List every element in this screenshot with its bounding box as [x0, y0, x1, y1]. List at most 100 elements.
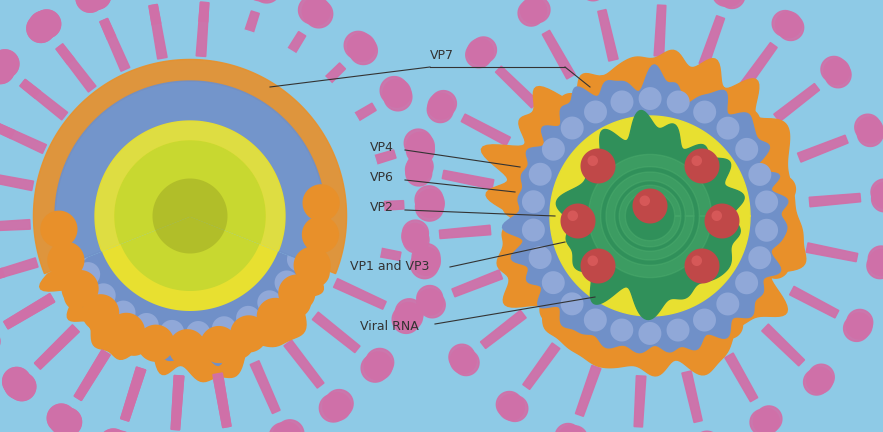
Polygon shape [366, 349, 394, 376]
Polygon shape [778, 15, 804, 41]
Polygon shape [808, 364, 834, 390]
Polygon shape [639, 196, 650, 206]
Polygon shape [171, 375, 184, 430]
Text: VP4: VP4 [370, 140, 394, 153]
Polygon shape [755, 219, 778, 242]
Polygon shape [495, 66, 539, 108]
Polygon shape [200, 326, 238, 363]
Polygon shape [0, 52, 16, 80]
Polygon shape [461, 114, 510, 146]
Polygon shape [250, 0, 277, 1]
Polygon shape [0, 50, 19, 78]
Polygon shape [428, 93, 454, 119]
Polygon shape [770, 213, 798, 241]
Polygon shape [587, 156, 598, 166]
Polygon shape [69, 160, 93, 185]
Polygon shape [733, 108, 760, 136]
Polygon shape [26, 14, 55, 42]
Polygon shape [245, 0, 274, 1]
Polygon shape [504, 229, 532, 257]
Polygon shape [348, 33, 375, 61]
Polygon shape [402, 224, 427, 250]
Polygon shape [522, 219, 545, 241]
Polygon shape [196, 2, 209, 57]
Polygon shape [561, 117, 584, 140]
Polygon shape [0, 56, 14, 83]
Polygon shape [20, 79, 68, 120]
Polygon shape [134, 313, 159, 337]
Polygon shape [121, 367, 146, 421]
Polygon shape [496, 391, 523, 417]
Polygon shape [287, 247, 312, 272]
Polygon shape [654, 5, 666, 56]
Polygon shape [846, 313, 872, 339]
Polygon shape [521, 0, 547, 24]
Polygon shape [196, 88, 220, 112]
Polygon shape [568, 210, 578, 221]
Polygon shape [756, 406, 782, 432]
Polygon shape [467, 39, 494, 65]
Polygon shape [20, 79, 68, 120]
Polygon shape [416, 189, 444, 217]
Polygon shape [430, 91, 457, 117]
Polygon shape [4, 371, 33, 399]
Polygon shape [415, 186, 443, 214]
Polygon shape [361, 354, 389, 382]
Polygon shape [465, 42, 492, 68]
Polygon shape [169, 329, 206, 366]
Polygon shape [634, 376, 645, 427]
Polygon shape [719, 0, 745, 9]
Text: VP7: VP7 [430, 49, 454, 62]
Polygon shape [667, 91, 690, 114]
Polygon shape [740, 42, 777, 89]
Polygon shape [41, 210, 78, 248]
Polygon shape [855, 114, 880, 140]
Polygon shape [396, 299, 423, 327]
Polygon shape [392, 305, 420, 334]
Polygon shape [682, 329, 709, 357]
Polygon shape [61, 212, 85, 236]
Polygon shape [0, 22, 384, 287]
Polygon shape [55, 81, 325, 266]
Polygon shape [584, 101, 607, 124]
Polygon shape [691, 156, 702, 166]
Polygon shape [762, 251, 789, 279]
Polygon shape [869, 250, 883, 276]
Polygon shape [416, 193, 443, 221]
Polygon shape [867, 253, 883, 279]
Polygon shape [542, 271, 565, 294]
Polygon shape [64, 280, 94, 311]
Polygon shape [269, 423, 298, 432]
Polygon shape [0, 219, 30, 232]
Polygon shape [95, 121, 285, 251]
Polygon shape [598, 10, 618, 61]
Polygon shape [54, 408, 81, 432]
Polygon shape [576, 365, 601, 416]
Polygon shape [748, 246, 771, 269]
Polygon shape [82, 294, 119, 331]
Polygon shape [213, 373, 231, 428]
Polygon shape [56, 44, 96, 92]
Polygon shape [809, 194, 861, 207]
Polygon shape [264, 124, 289, 149]
Polygon shape [499, 394, 525, 420]
Polygon shape [275, 270, 298, 295]
Polygon shape [294, 222, 318, 246]
Polygon shape [301, 63, 345, 107]
Polygon shape [411, 251, 439, 279]
Polygon shape [762, 324, 804, 366]
Polygon shape [83, 0, 110, 9]
Polygon shape [587, 255, 598, 266]
Polygon shape [108, 313, 145, 350]
Polygon shape [753, 408, 780, 432]
Polygon shape [480, 310, 526, 349]
Polygon shape [702, 85, 730, 112]
Polygon shape [40, 178, 71, 210]
Polygon shape [522, 190, 545, 213]
Polygon shape [638, 322, 661, 345]
Polygon shape [39, 214, 70, 245]
Polygon shape [106, 431, 134, 432]
Polygon shape [81, 137, 105, 162]
Polygon shape [115, 141, 265, 244]
Polygon shape [0, 172, 34, 191]
